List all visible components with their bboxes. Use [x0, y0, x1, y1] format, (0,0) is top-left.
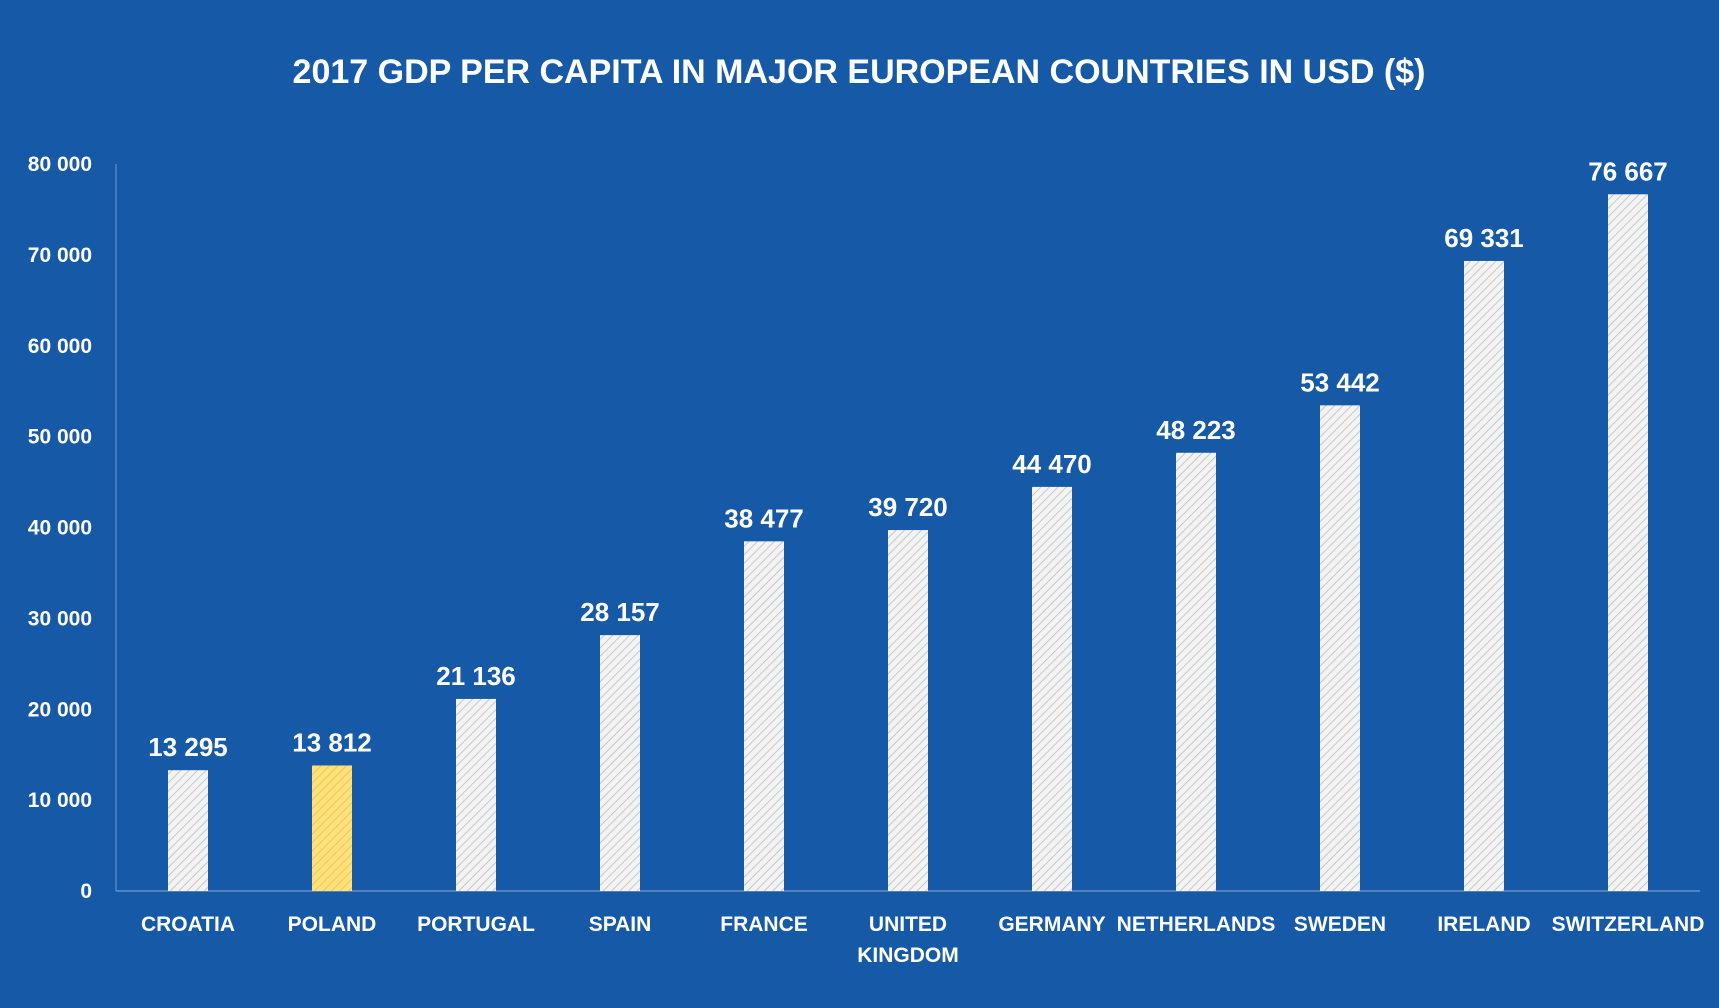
bar [1608, 194, 1648, 891]
data-label: 53 442 [1300, 367, 1380, 397]
data-label: 48 223 [1156, 415, 1236, 445]
x-tick-label: IRELAND [1437, 913, 1530, 936]
x-tick-label: POLAND [288, 913, 377, 936]
y-tick-label: 70 000 [28, 244, 92, 267]
y-axis: 0 10 000 20 000 30 000 40 000 50 000 60 000 70 … [28, 153, 117, 903]
bar [888, 530, 928, 891]
data-label: 76 667 [1588, 156, 1668, 186]
data-labels: 13 295 13 812 21 136 28 157 38 477 39 720 44 4… [148, 156, 1668, 762]
data-label: 21 136 [436, 661, 516, 691]
bar [456, 698, 496, 891]
y-tick-label: 60 000 [28, 335, 92, 358]
y-tick-label: 30 000 [28, 607, 92, 630]
x-tick-label: FRANCE [720, 913, 808, 936]
bar [1032, 486, 1072, 891]
x-tick-label: PORTUGAL [417, 913, 535, 936]
data-label: 38 477 [724, 503, 804, 533]
data-label: 39 720 [868, 492, 948, 522]
y-tick-label: 80 000 [28, 153, 92, 176]
x-tick-label: NETHERLANDS [1117, 913, 1276, 936]
bar [1320, 405, 1360, 891]
x-tick-label: SWITZERLAND [1552, 913, 1705, 936]
y-tick-label: 20 000 [28, 698, 92, 721]
data-label: 69 331 [1444, 223, 1524, 253]
x-axis: CROATIA POLAND PORTUGAL SPAIN FRANCE UNITED KI… [116, 890, 1705, 967]
bar [1176, 452, 1216, 891]
bar [600, 635, 640, 891]
x-tick-label: SWEDEN [1294, 913, 1386, 936]
bar [312, 765, 352, 891]
y-tick-label: 0 [80, 880, 92, 903]
y-tick-label: 10 000 [28, 789, 92, 812]
x-tick-label: SPAIN [589, 913, 652, 936]
data-label: 13 812 [292, 727, 372, 757]
bar [744, 541, 784, 891]
data-label: 28 157 [580, 597, 660, 627]
bar [1464, 260, 1504, 891]
bar [168, 770, 208, 891]
chart-title: 2017 GDP PER CAPITA IN MAJOR EUROPEAN CO… [293, 53, 1426, 91]
x-tick-label: GERMANY [998, 913, 1105, 936]
x-tick-label: CROATIA [141, 913, 235, 936]
data-label: 13 295 [148, 732, 228, 762]
bars [168, 194, 1648, 891]
x-tick-label: UNITED [869, 913, 947, 936]
y-tick-label: 50 000 [28, 426, 92, 449]
x-tick-label: KINGDOM [857, 944, 959, 967]
y-tick-label: 40 000 [28, 517, 92, 540]
data-label: 44 470 [1012, 449, 1092, 479]
